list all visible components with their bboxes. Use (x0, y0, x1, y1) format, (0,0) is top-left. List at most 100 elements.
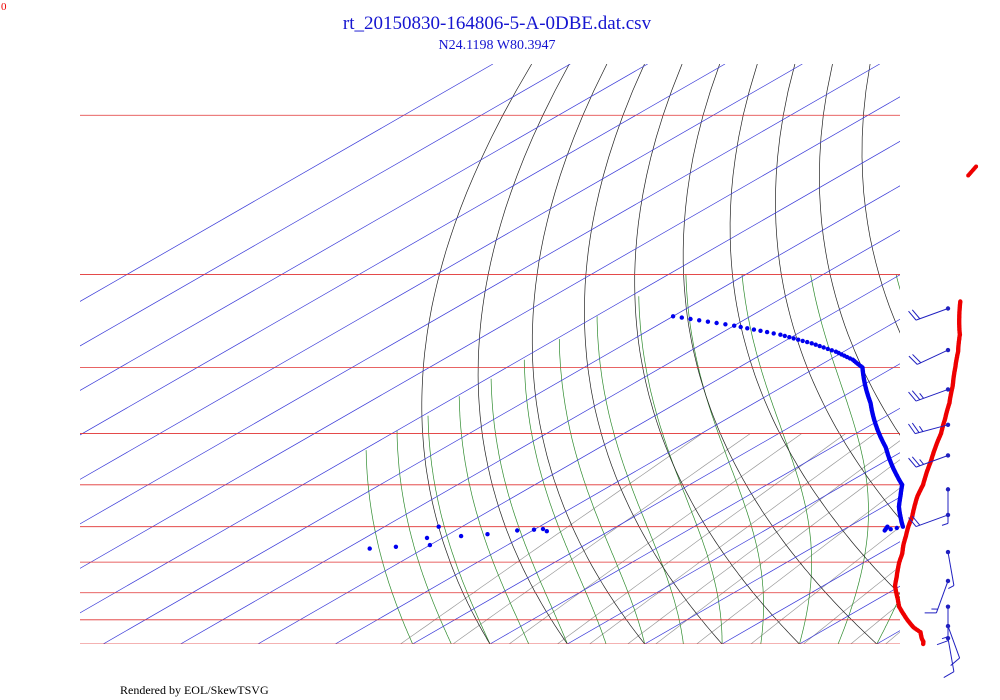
dewpoint-point (829, 348, 834, 353)
isotherm-line (80, 64, 648, 391)
dry-adiabat-line (861, 64, 900, 334)
dewpoint-point (367, 546, 372, 551)
isotherm-line (644, 496, 900, 644)
moist-adiabat-line (523, 359, 607, 644)
dewpoint-point (688, 316, 693, 322)
wind-barb (908, 347, 951, 365)
dry-adiabat-line (584, 64, 723, 644)
dewpoint-point (821, 345, 826, 350)
wind-barb (936, 604, 951, 646)
dewpoint-point (485, 532, 490, 537)
isotherm-line (954, 64, 1000, 644)
wind-barb-flag (911, 422, 920, 433)
dewpoint-point (796, 337, 801, 342)
dry-adiabat-line (421, 64, 533, 644)
wind-barb (908, 512, 951, 528)
wind-barb-flag (912, 354, 922, 364)
dewpoint-point (679, 315, 684, 320)
dewpoint-point (540, 526, 546, 532)
moist-adiabat-line (458, 396, 530, 644)
dewpoint-point (458, 533, 464, 539)
mixing-ratio-line (750, 526, 900, 644)
moist-adiabat-line (365, 450, 413, 644)
wind-barb-staff (947, 551, 955, 586)
dewpoint-point (670, 314, 676, 319)
dewpoint-point (515, 528, 520, 533)
wind-barb-staff (947, 638, 955, 672)
dry-adiabat-line (983, 64, 1000, 644)
dewpoint-point (782, 333, 787, 339)
mixing-ratio-line (400, 433, 703, 644)
dewpoint-point (888, 527, 893, 532)
wind-barb-staff (915, 308, 949, 321)
moist-adiabat-line (596, 316, 684, 644)
wind-barb (908, 306, 951, 321)
wind-barb-flag (911, 456, 921, 467)
wind-barb (945, 549, 955, 589)
wind-barb-flag (918, 425, 924, 432)
dry-adiabat-line (531, 64, 645, 644)
wind-barb-staff (915, 455, 949, 468)
temperature-point (974, 164, 979, 169)
wind-barb-flag (908, 517, 917, 527)
wind-barb-staff (915, 424, 949, 435)
dewpoint-point (882, 528, 887, 533)
moist-adiabat-line (427, 415, 491, 644)
moist-adiabat-line (638, 296, 723, 644)
isotherm-lines (80, 64, 1000, 644)
wind-barb-flag (911, 309, 921, 320)
wind-barb-flag (911, 515, 921, 526)
isotherm-line (80, 64, 880, 525)
chart-subtitle: N24.1198 W80.3947 (438, 38, 555, 53)
dewpoint-point (800, 338, 805, 344)
isotherm-line (103, 185, 900, 644)
mixing-ratio-line (452, 433, 751, 644)
dewpoint-point (751, 327, 757, 332)
dewpoint-point (791, 336, 796, 341)
isotherm-line (567, 452, 900, 644)
dewpoint-point (393, 544, 399, 549)
dewpoint-point (825, 346, 830, 352)
wind-barb (943, 635, 955, 678)
dry-adiabat-line (634, 64, 800, 644)
dewpoint-point (809, 341, 814, 346)
isotherm-line (80, 140, 900, 614)
dewpoint-point (705, 319, 711, 324)
moist-adiabat-line (490, 378, 568, 644)
dewpoint-profile (367, 314, 906, 551)
corner-label: 0 (1, 1, 7, 13)
moist-adiabat-line (876, 274, 900, 644)
isotherm-line (80, 64, 726, 436)
wind-barb-flag (919, 459, 924, 465)
isotherm-line (489, 407, 900, 644)
wind-barb-flag (908, 423, 916, 434)
isobar-lines (80, 114, 900, 644)
wind-barb-flag (941, 522, 949, 526)
isotherm-line (80, 64, 571, 347)
isotherm-line (80, 64, 803, 480)
wind-barbs (908, 306, 961, 678)
wind-barb-station (945, 387, 951, 392)
wind-barb-station (945, 306, 951, 311)
dry-adiabat-line (944, 64, 1000, 644)
wind-barb-flag (943, 671, 955, 678)
wind-barb-station (945, 347, 951, 353)
dry-adiabat-lines (421, 64, 1000, 644)
dewpoint-point (531, 527, 537, 532)
mixing-ratio-line (965, 434, 1000, 644)
chart-title: rt_20150830-164806-5-A-0DBE.dat.csv (343, 13, 652, 34)
dewpoint-point (764, 329, 770, 335)
dewpoint-point (833, 349, 839, 354)
dewpoint-point (778, 332, 783, 337)
dewpoint-point (697, 318, 702, 323)
dewpoint-point (813, 342, 818, 347)
temperature-profile (892, 164, 979, 647)
dewpoint-point (745, 326, 750, 331)
wind-barb-flag (908, 355, 918, 365)
wind-barb-flag (919, 393, 924, 399)
wind-barb-staff (915, 514, 949, 528)
dry-adiabat-line (819, 64, 900, 436)
wind-barb-flag (911, 390, 921, 400)
wind-barb-staff (915, 388, 949, 402)
